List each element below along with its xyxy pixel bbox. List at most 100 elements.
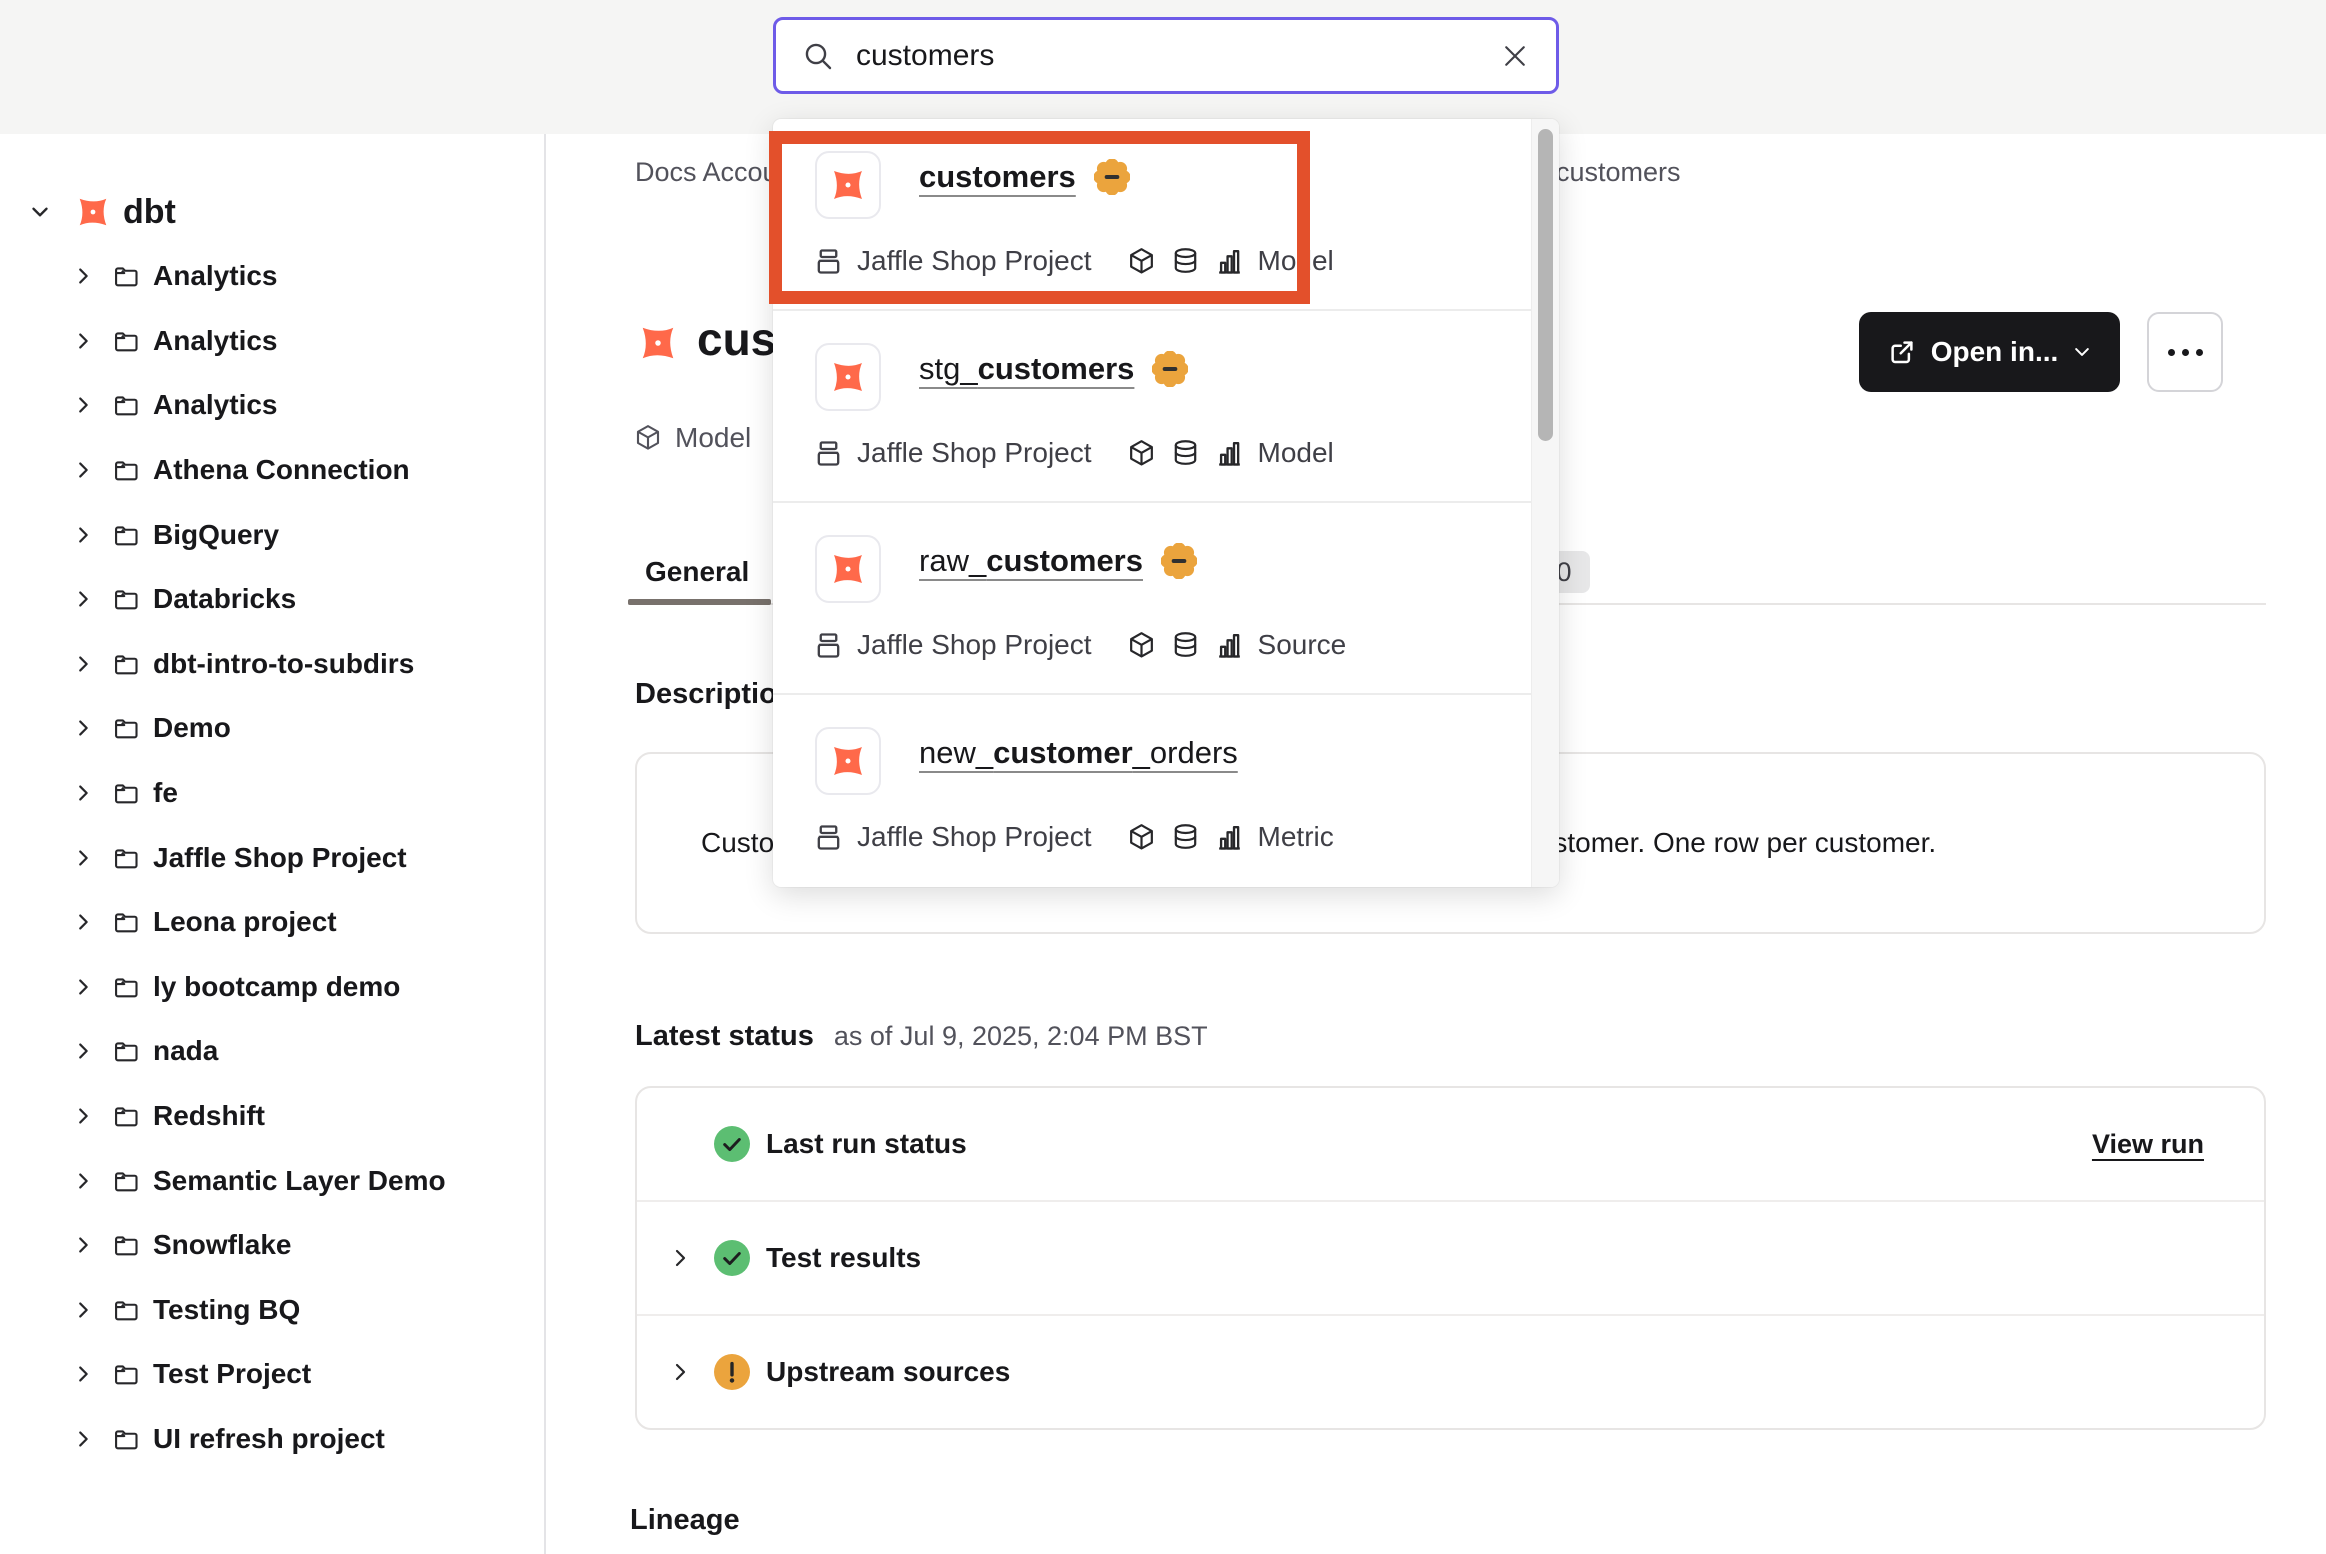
metric-icon (1214, 246, 1245, 277)
sidebar-item-label: Athena Connection (153, 454, 410, 486)
result-name[interactable]: raw_customers (919, 543, 1143, 578)
result-name[interactable]: stg_customers (919, 351, 1135, 386)
sidebar-project-item[interactable]: dbt-intro-to-subdirs (0, 632, 544, 697)
sidebar-item-label: BigQuery (153, 518, 280, 550)
chevron-right-icon[interactable] (72, 1299, 94, 1321)
chevron-right-icon[interactable] (72, 588, 94, 610)
project-icon (813, 630, 844, 661)
folder-icon (112, 521, 140, 549)
chevron-right-icon[interactable] (72, 1105, 94, 1127)
result-meta: Jaffle Shop Project (813, 821, 1334, 853)
result-name[interactable]: new_customer_orders (919, 735, 1238, 770)
status-row-label: Last run status (766, 1128, 967, 1159)
metric-icon (1214, 822, 1245, 853)
model-icon (1126, 630, 1157, 661)
search-input[interactable] (856, 38, 1500, 73)
scrollbar-thumb[interactable] (1538, 129, 1553, 441)
close-icon[interactable] (1500, 41, 1530, 71)
lineage-heading: Lineage (630, 1504, 740, 1536)
sidebar-project-item[interactable]: Analytics (0, 244, 544, 309)
result-type-label: Metric (1257, 821, 1334, 852)
chevron-right-icon[interactable] (72, 1363, 94, 1385)
chevron-right-icon[interactable] (72, 976, 94, 998)
sidebar-item-label: fe (153, 777, 178, 809)
chevron-right-icon[interactable] (72, 1170, 94, 1192)
result-meta: Jaffle Shop Project (813, 629, 1346, 661)
sidebar-project-item[interactable]: Athena Connection (0, 438, 544, 503)
folder-icon (112, 1296, 140, 1324)
chevron-down-icon[interactable] (27, 199, 53, 225)
chevron-right-icon[interactable] (72, 394, 94, 416)
sidebar-project-item[interactable]: ly bootcamp demo (0, 955, 544, 1020)
chevron-right-icon[interactable] (72, 1234, 94, 1256)
folder-icon (112, 779, 140, 807)
success-check-icon (714, 1240, 750, 1276)
sidebar-project-item[interactable]: Testing BQ (0, 1278, 544, 1343)
search-result-item[interactable]: customers Jaffl (773, 119, 1531, 311)
description-heading: Description (635, 678, 795, 710)
search-result-item[interactable]: new_customer_orders (773, 695, 1531, 887)
dropdown-scrollbar[interactable] (1531, 119, 1559, 887)
open-in-button[interactable]: Open in... (1859, 312, 2120, 392)
status-row-label: Upstream sources (766, 1356, 1011, 1387)
folder-icon (112, 973, 140, 1001)
chevron-down-icon (2072, 342, 2092, 362)
chevron-right-icon[interactable] (72, 524, 94, 546)
sidebar-project-item[interactable]: Databricks (0, 567, 544, 632)
metric-icon (1214, 630, 1245, 661)
more-options-button[interactable] (2147, 312, 2223, 392)
result-project-label: Jaffle Shop Project (857, 629, 1092, 660)
sidebar-root-label: dbt (123, 192, 176, 231)
breadcrumb-account[interactable]: Docs Account (635, 157, 773, 187)
sidebar-project-item[interactable]: Demo (0, 696, 544, 761)
sidebar-root-dbt[interactable]: dbt (0, 182, 176, 242)
chevron-right-icon[interactable] (72, 847, 94, 869)
chevron-right-icon[interactable] (72, 717, 94, 739)
sidebar-project-item[interactable]: nada (0, 1019, 544, 1084)
sidebar-project-item[interactable]: Semantic Layer Demo (0, 1148, 544, 1213)
open-in-label: Open in... (1930, 336, 2059, 367)
folder-icon (112, 1102, 140, 1130)
sidebar-project-item[interactable]: Jaffle Shop Project (0, 825, 544, 890)
dbt-logo-icon (635, 320, 681, 366)
project-icon (813, 822, 844, 853)
sidebar-item-label: Redshift (153, 1100, 265, 1132)
sidebar-project-item[interactable]: Redshift (0, 1084, 544, 1149)
project-icon (813, 438, 844, 469)
sidebar-project-item[interactable]: Leona project (0, 890, 544, 955)
chevron-right-icon[interactable] (668, 1246, 692, 1270)
folder-icon (112, 262, 140, 290)
chevron-right-icon[interactable] (72, 653, 94, 675)
active-tab-underline (628, 599, 771, 605)
chevron-right-icon[interactable] (72, 1428, 94, 1450)
sidebar-project-item[interactable]: Test Project (0, 1342, 544, 1407)
test-results-row[interactable]: Test results (637, 1202, 2264, 1316)
sidebar-item-label: Demo (153, 712, 231, 744)
dbt-logo-chip (815, 151, 881, 219)
sidebar-project-item[interactable]: UI refresh project (0, 1407, 544, 1472)
search-result-item[interactable]: stg_customers J (773, 311, 1531, 503)
folder-icon (112, 908, 140, 936)
folder-icon (112, 391, 140, 419)
chevron-right-icon[interactable] (668, 1360, 692, 1384)
project-sidebar: dbt Analytics Analytic (0, 134, 546, 1554)
sidebar-project-item[interactable]: BigQuery (0, 502, 544, 567)
chevron-right-icon[interactable] (72, 1040, 94, 1062)
chevron-right-icon[interactable] (72, 782, 94, 804)
search-result-item[interactable]: raw_customers J (773, 503, 1531, 695)
view-run-link[interactable]: View run (2091, 1128, 2204, 1159)
chevron-right-icon[interactable] (72, 330, 94, 352)
sidebar-project-item[interactable]: Analytics (0, 373, 544, 438)
upstream-sources-row[interactable]: Upstream sources (637, 1316, 2264, 1428)
sidebar-project-item[interactable]: Analytics (0, 309, 544, 374)
chevron-right-icon[interactable] (72, 265, 94, 287)
chevron-right-icon[interactable] (72, 911, 94, 933)
folder-icon (112, 844, 140, 872)
global-search-box[interactable] (773, 17, 1559, 94)
sidebar-item-label: Analytics (153, 260, 278, 292)
sidebar-project-item[interactable]: Snowflake (0, 1213, 544, 1278)
result-name[interactable]: customers (919, 159, 1076, 194)
sidebar-project-item[interactable]: fe (0, 761, 544, 826)
chevron-right-icon[interactable] (72, 459, 94, 481)
tab-general[interactable]: General (645, 556, 750, 587)
